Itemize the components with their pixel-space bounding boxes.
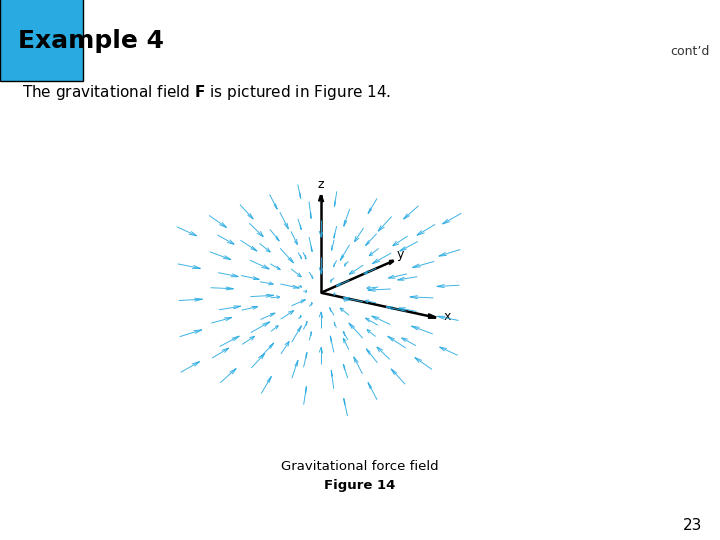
Text: cont’d: cont’d: [670, 45, 709, 58]
Text: Example 4: Example 4: [18, 29, 164, 53]
Text: Gravitational force field: Gravitational force field: [282, 460, 438, 474]
Text: The gravitational field $\mathbf{F}$ is pictured in Figure 14.: The gravitational field $\mathbf{F}$ is …: [22, 83, 391, 102]
Text: 23: 23: [683, 518, 702, 533]
Text: Figure 14: Figure 14: [324, 479, 396, 492]
FancyBboxPatch shape: [0, 0, 83, 80]
